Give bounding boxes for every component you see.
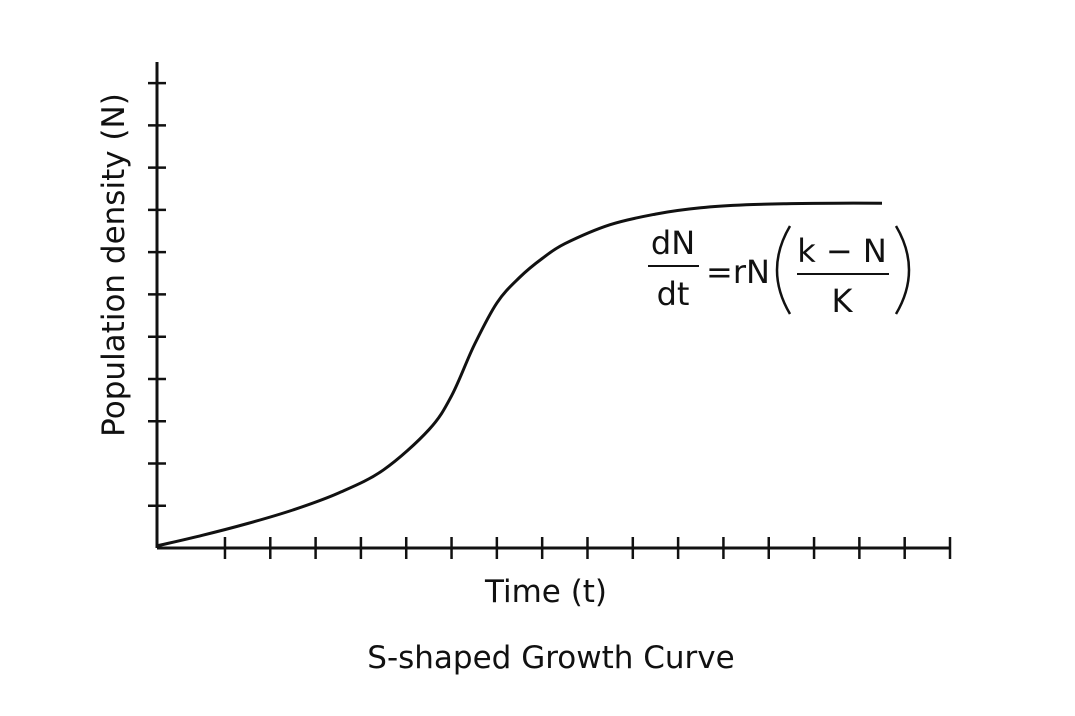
x-axis-label: Time (t) — [484, 574, 607, 610]
y-axis-label: Population density (N) — [96, 93, 132, 437]
logistic-equation: dN dt =rN k − N K — [648, 224, 911, 320]
chart-title: S-shaped Growth Curve — [367, 640, 734, 676]
right-paren — [894, 225, 911, 315]
eq-lhs-numerator: dN — [651, 224, 695, 262]
left-paren — [775, 225, 792, 315]
eq-lhs-denominator: dt — [657, 275, 690, 313]
eq-frac-denominator: K — [832, 282, 854, 320]
ticks — [148, 81, 952, 559]
eq-frac-numerator: k − N — [797, 232, 887, 270]
axes — [155, 62, 950, 550]
eq-middle: =rN — [706, 253, 770, 291]
growth-curve — [156, 201, 883, 548]
